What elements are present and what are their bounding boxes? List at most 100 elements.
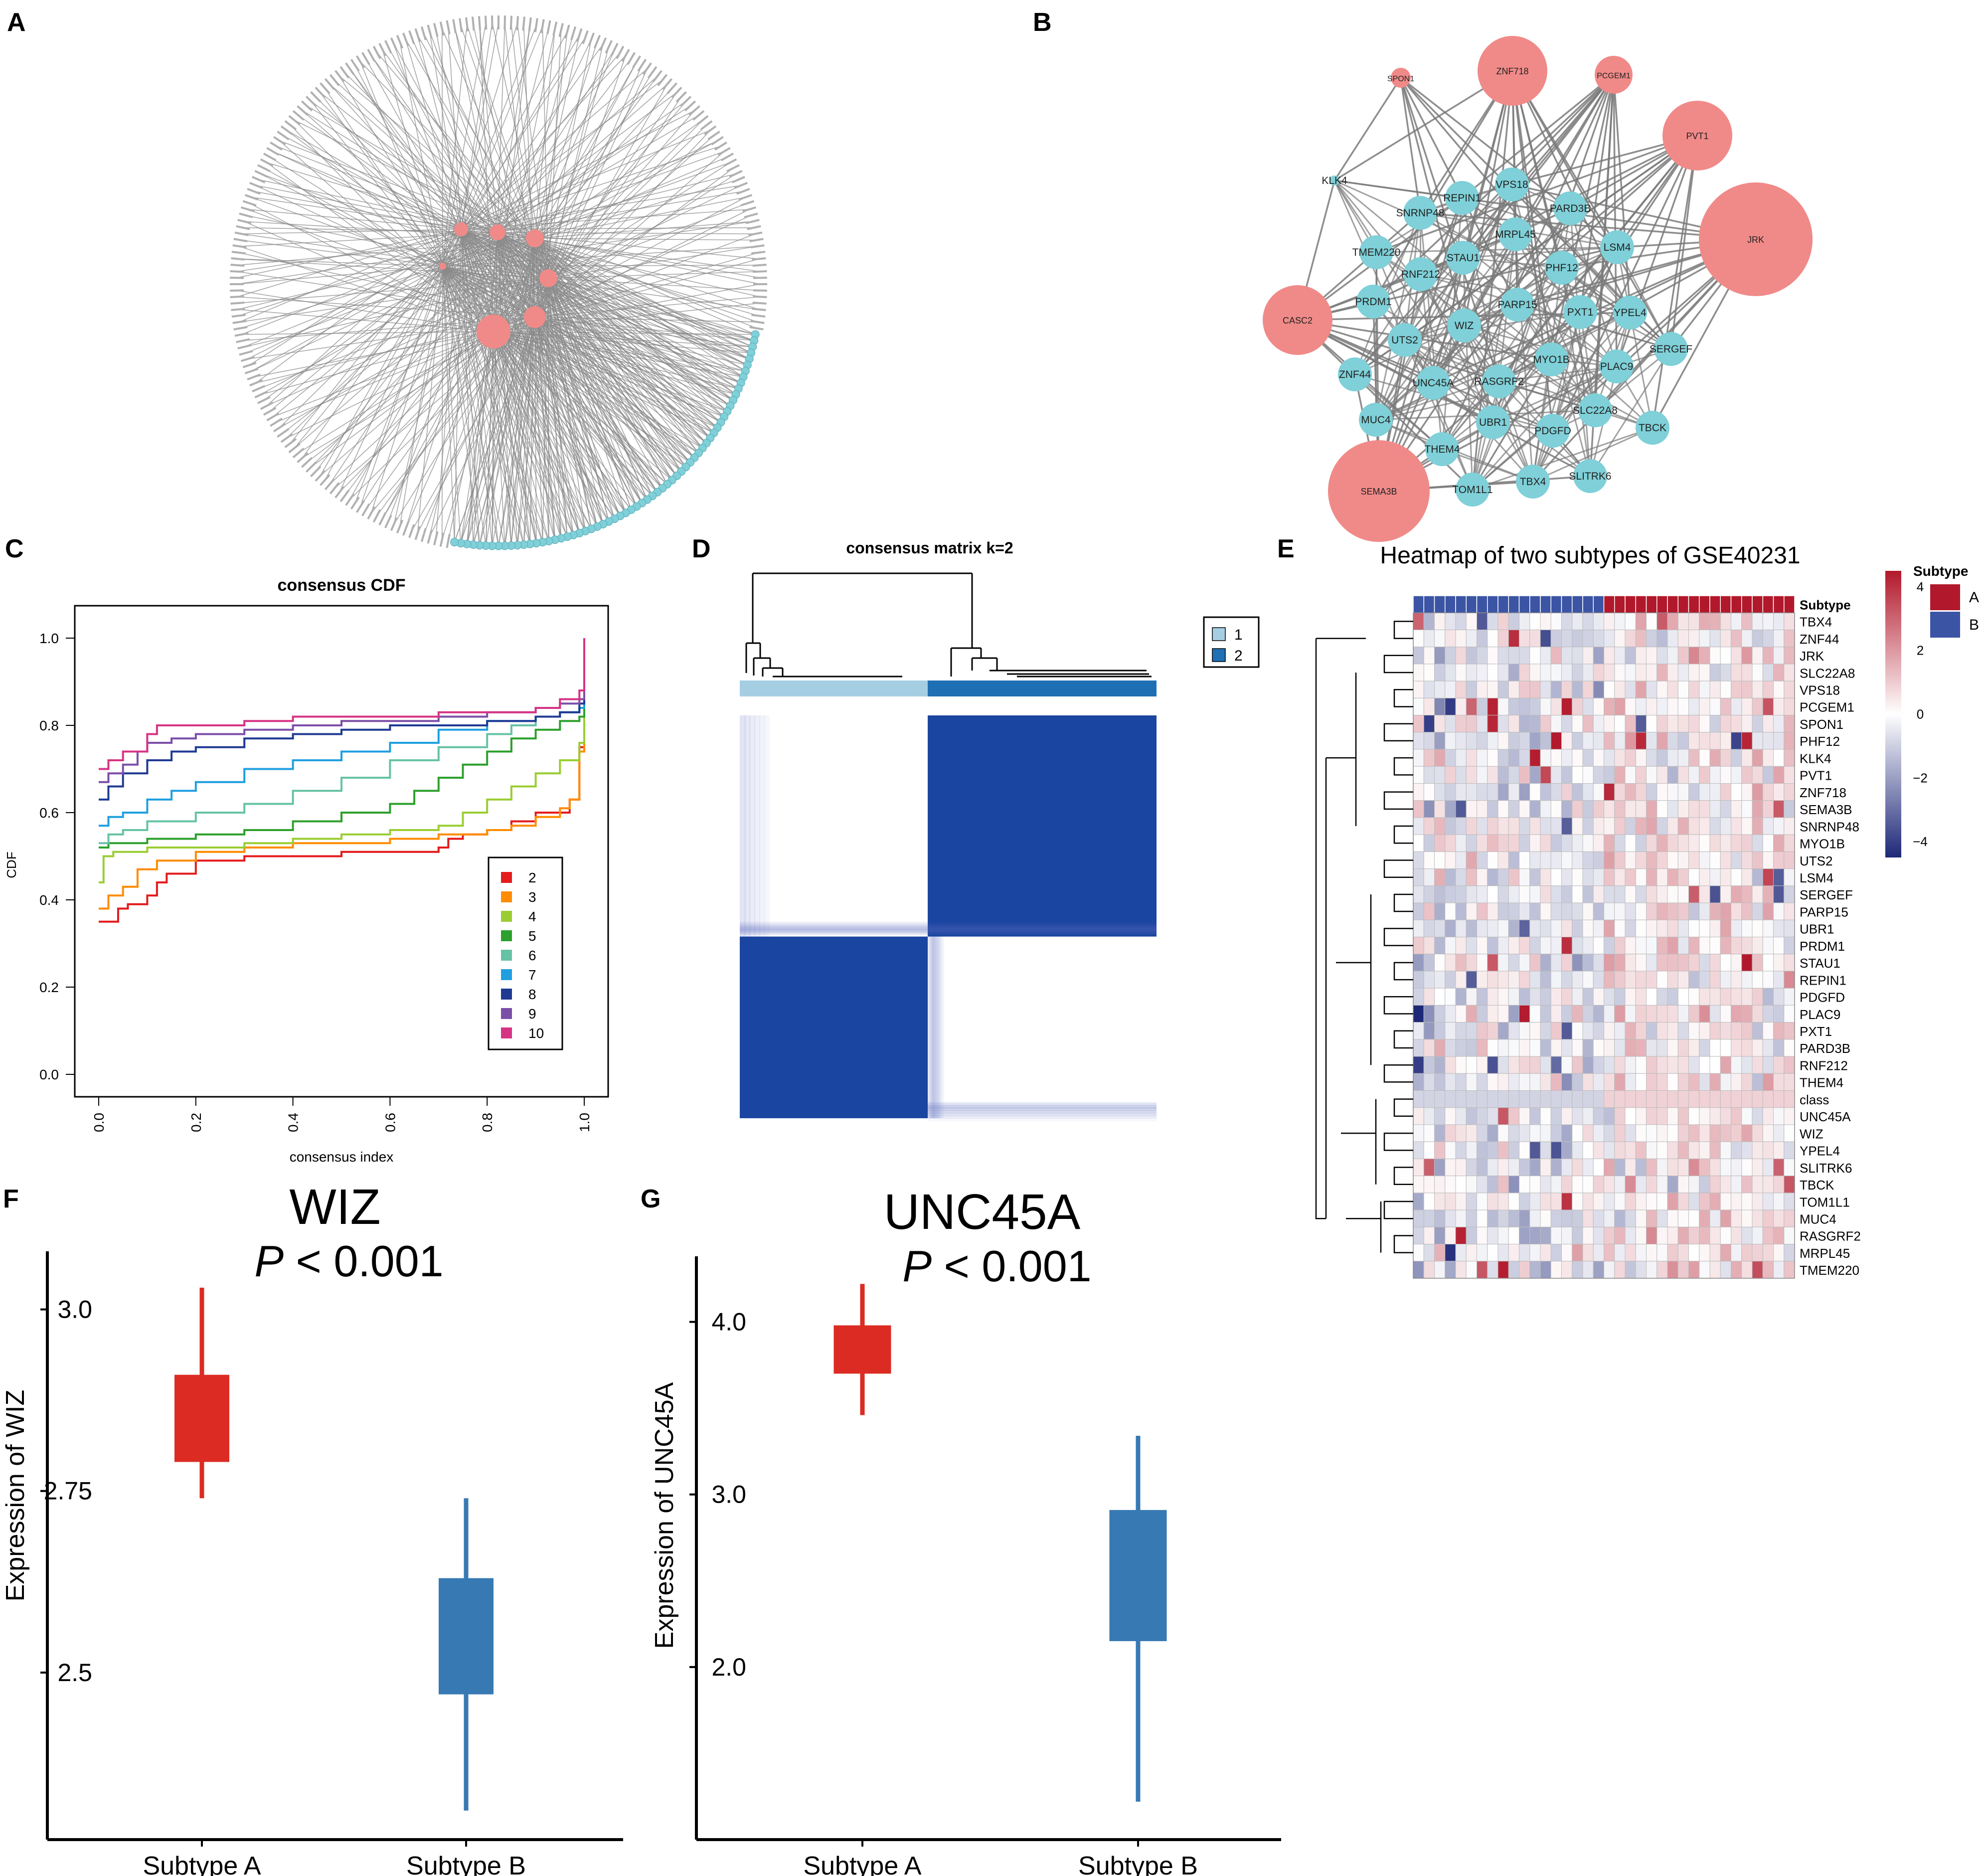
a-node-label-mark [301, 457, 313, 468]
e-heat-cell [1550, 1022, 1562, 1040]
e-heat-cell [1614, 1226, 1626, 1245]
e-heat-cell [1667, 971, 1678, 989]
e-heat-cell [1752, 902, 1763, 920]
e-heat-cell [1784, 817, 1795, 835]
e-heat-cell [1646, 1244, 1657, 1262]
a-edge [405, 232, 498, 529]
e-subtype-label: A [1969, 589, 1979, 606]
e-heat-cell [1508, 1193, 1519, 1210]
e-heat-cell [1709, 817, 1721, 835]
e-heat-cell [1572, 1124, 1583, 1142]
e-heat-cell [1709, 1141, 1721, 1159]
e-heat-cell [1688, 681, 1700, 698]
e-heat-cell [1741, 800, 1753, 818]
e-heat-cell [1593, 1158, 1604, 1177]
e-heat-cell [1773, 1244, 1785, 1262]
e-heat-cell [1572, 732, 1583, 750]
e-heat-cell [1519, 1022, 1530, 1040]
e-heat-cell [1667, 766, 1678, 784]
b-node-label: WIZ [1455, 320, 1474, 332]
e-heat-cell [1752, 1158, 1763, 1177]
c-legend-swatch [501, 872, 512, 883]
e-heat-cell [1487, 954, 1498, 972]
a-node-label-mark [749, 326, 764, 331]
c-y-tick-label: 1.0 [39, 631, 59, 646]
a-edge [466, 317, 535, 544]
a-node-label-mark [753, 289, 767, 292]
e-heat-cell [1667, 681, 1678, 698]
e-heat-cell [1667, 1176, 1678, 1194]
e-heat-cell [1423, 1158, 1435, 1177]
e-heat-cell [1731, 817, 1742, 835]
e-heat-cell [1561, 1005, 1573, 1023]
e-heat-cell [1445, 954, 1456, 972]
e-heat-cell [1550, 1261, 1562, 1279]
a-node-label-mark [284, 438, 297, 448]
e-heat-cell [1784, 681, 1795, 698]
e-heat-cell [1540, 954, 1551, 972]
e-heat-cell [1741, 919, 1753, 938]
e-heat-cell [1413, 1124, 1424, 1142]
e-heat-cell [1667, 834, 1678, 852]
a-edge [497, 232, 512, 546]
e-heat-cell [1762, 971, 1774, 989]
e-heat-cell [1540, 902, 1551, 920]
e-heat-cell [1445, 1226, 1456, 1245]
e-heat-cell [1477, 1022, 1488, 1040]
a-edge [534, 120, 703, 239]
e-heat-cell [1677, 1193, 1689, 1210]
e-heat-cell [1614, 766, 1626, 784]
e-heat-cell [1646, 817, 1657, 835]
e-heat-cell [1657, 817, 1668, 835]
e-heat-cell [1572, 749, 1583, 767]
e-heat-cell [1635, 783, 1647, 801]
e-heat-cell [1508, 629, 1519, 648]
e-heat-cell [1784, 629, 1795, 648]
e-heat-cell [1773, 817, 1785, 835]
e-heat-cell [1677, 1073, 1689, 1091]
a-edge [388, 46, 535, 318]
e-heat-cell [1752, 629, 1763, 648]
a-node-label-mark [546, 20, 551, 34]
e-heat-cell [1487, 868, 1498, 886]
e-heat-cell [1635, 1176, 1647, 1194]
a-edge [315, 96, 535, 318]
e-heat-cell [1699, 697, 1710, 716]
e-heat-cell [1773, 732, 1785, 750]
e-heat-cell [1572, 1090, 1583, 1108]
b-node-pard3b [1553, 191, 1587, 225]
e-heat-cell [1752, 1073, 1763, 1091]
e-heat-cell [1550, 783, 1562, 801]
b-node-wiz [1447, 309, 1481, 342]
a-edge [290, 125, 494, 332]
a-node-label-mark [334, 70, 345, 83]
e-heat-cell [1699, 1073, 1710, 1091]
e-heat-cell [1487, 885, 1498, 903]
a-node-label-mark [408, 30, 415, 44]
e-heat-cell [1699, 647, 1710, 665]
e-heat-cell [1741, 749, 1753, 767]
e-heat-cell [1646, 971, 1657, 989]
e-heat-cell [1604, 971, 1615, 989]
e-heat-cell [1423, 1005, 1435, 1023]
e-heat-cell [1413, 732, 1424, 750]
e-heat-cell [1720, 954, 1731, 972]
e-heat-cell [1709, 647, 1721, 665]
a-node-label-mark [478, 16, 481, 30]
e-heat-cell [1688, 988, 1700, 1006]
e-heat-cell [1434, 647, 1446, 665]
e-heat-cell [1487, 1141, 1498, 1159]
e-heat-cell [1466, 1209, 1477, 1227]
e-heat-cell [1752, 1226, 1763, 1245]
e-heat-cell [1561, 988, 1573, 1006]
e-heat-cell [1762, 834, 1774, 852]
e-heat-cell [1445, 1193, 1456, 1210]
e-heat-cell [1784, 647, 1795, 665]
a-node-label-mark [540, 19, 545, 33]
panel-label-e: E [1277, 534, 1295, 563]
a-node-label-mark [355, 55, 365, 68]
e-annotation-cell [1550, 595, 1562, 613]
e-row-label: SLC22A8 [1800, 666, 1855, 681]
e-heat-cell [1614, 715, 1626, 733]
e-heat-cell [1604, 766, 1615, 784]
